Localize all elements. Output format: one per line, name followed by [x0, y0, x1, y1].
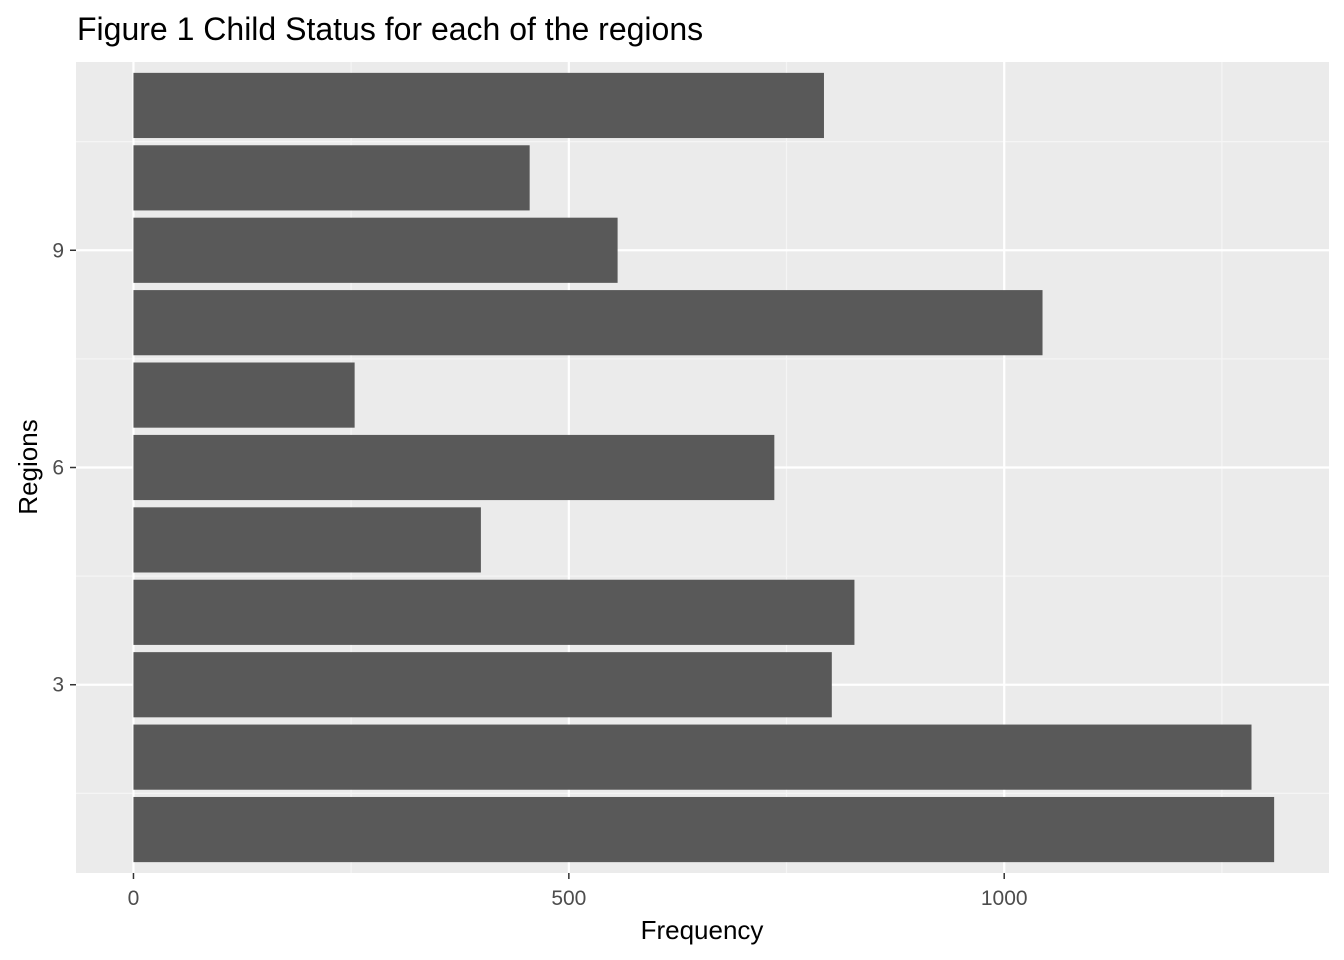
- y-tick-label: 3: [52, 674, 64, 697]
- bar-region-7: [133, 362, 355, 428]
- bar-region-1: [133, 796, 1275, 863]
- y-tick-label: 6: [52, 457, 64, 480]
- bar-region-3: [133, 652, 832, 718]
- bar-region-10: [133, 145, 530, 211]
- bar-region-5: [133, 507, 481, 573]
- x-axis: 0 500 1000: [128, 873, 1028, 910]
- x-tick-label: 1000: [981, 887, 1028, 910]
- x-tick-label: 0: [128, 887, 140, 910]
- bars: [133, 72, 1275, 863]
- x-tick-label: 500: [551, 887, 586, 910]
- y-axis-title: Regions: [13, 419, 43, 514]
- bar-region-6: [133, 434, 775, 501]
- bar-region-9: [133, 217, 618, 283]
- bar-region-11: [133, 72, 824, 139]
- y-tick-label: 9: [52, 239, 64, 262]
- x-axis-title: Frequency: [641, 915, 764, 945]
- chart-title: Figure 1 Child Status for each of the re…: [77, 11, 703, 47]
- y-axis: 3 6 9: [52, 239, 76, 697]
- bar-region-8: [133, 290, 1043, 356]
- bar-region-4: [133, 579, 855, 645]
- bar-region-2: [133, 724, 1252, 790]
